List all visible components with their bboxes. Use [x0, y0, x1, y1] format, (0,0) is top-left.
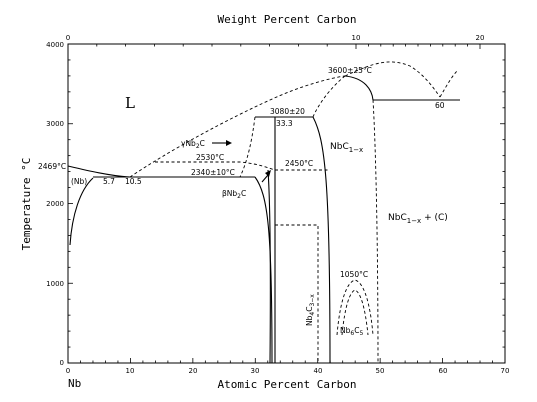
phase-label-nbc: NbC1−x — [330, 142, 363, 154]
phase-label-liquid: L — [125, 94, 135, 112]
nb2c-gamma-region — [155, 161, 330, 171]
liquidus-upper — [129, 75, 346, 178]
liquidus-right — [344, 61, 441, 98]
phase-label-nb: (Nb) — [71, 177, 87, 186]
graphite-liquidus — [439, 69, 459, 98]
nb2c-left-boundary — [267, 169, 271, 364]
nbc-lower-left — [312, 116, 331, 364]
annotation-10-5: 10.5 — [125, 177, 142, 186]
phase-label-beta-nb2c: βNb2C — [222, 189, 246, 200]
nb-solvus — [69, 177, 94, 246]
left-tick-label: 3000 — [46, 120, 64, 128]
gamma-main: γNb — [181, 139, 196, 148]
nb6c5-inner-dome — [341, 289, 369, 336]
nbc-upper-curve — [312, 75, 346, 118]
annotation-2450: 2450°C — [285, 159, 313, 168]
nb4c3-region — [275, 224, 319, 363]
top-axis-title: Weight Percent Carbon — [217, 13, 356, 26]
nbc-right-solvus — [344, 75, 374, 101]
bottom-tick-label: 0 — [66, 367, 70, 375]
annotation-2530: 2530°C — [196, 153, 224, 162]
nb4c3-sub: 3−x — [309, 294, 316, 307]
nb6c5-sub6: 6 — [350, 330, 354, 337]
phase-label-nbc-main: NbC — [330, 142, 349, 152]
arrows — [212, 140, 271, 183]
bottom-tick-label: 20 — [189, 367, 198, 375]
annotation-5-7: 5.7 — [103, 177, 115, 186]
annotation-2469: 2469°C — [38, 162, 66, 171]
left-axis-title: Temperature °C — [20, 158, 33, 251]
bottom-tick-label: 10 — [126, 367, 135, 375]
left-tick-label: 2000 — [46, 200, 64, 208]
gamma-sub: 2 — [196, 143, 200, 150]
annotation-1050: 1050°C — [340, 270, 368, 279]
beta-c: C — [241, 189, 246, 198]
left-tick-label: 4000 — [46, 41, 64, 49]
top-tick-label: 20 — [476, 34, 485, 42]
left-tick-labels: 0 1000 2000 3000 4000 — [46, 41, 64, 367]
top-tick-labels: 0 10 20 — [66, 34, 485, 42]
annotation-3080: 3080±20 — [270, 107, 305, 116]
annotation-3600: 3600±25°C — [328, 66, 372, 75]
nb2c-right-boundary — [254, 176, 273, 364]
beta-arrow — [261, 174, 269, 183]
phase-label-nb6c5: Nb6C5 — [340, 326, 363, 337]
phase-label-nb4c3: Nb4C3−x — [305, 294, 316, 326]
left-tick-label: 1000 — [46, 280, 64, 288]
bottom-tick-label: 50 — [376, 367, 385, 375]
nbc-right-dashed — [372, 99, 379, 364]
phase-label-gamma-nb2c: γNb2C — [181, 139, 205, 150]
top-tick-label: 10 — [352, 34, 361, 42]
annotation-33-3: 33.3 — [276, 119, 293, 128]
nbc-solidus-left — [239, 116, 256, 178]
liquidus-nb-side — [67, 165, 131, 178]
bottom-axis-title: Atomic Percent Carbon — [217, 378, 356, 391]
left-tick-label: 0 — [60, 359, 64, 367]
beta-sub: 2 — [237, 193, 241, 200]
bottom-tick-label: 30 — [251, 367, 260, 375]
bottom-tick-label: 60 — [439, 367, 448, 375]
dashed-boundaries — [129, 61, 459, 364]
phase-label-nbc-c: NbC1−x + (C) — [388, 213, 448, 225]
nb6c5-main: Nb — [340, 326, 351, 335]
phase-label-nbc-c-suffix: + (C) — [421, 213, 448, 223]
beta-main: βNb — [222, 189, 237, 198]
annotation-2340: 2340±10°C — [191, 168, 235, 177]
gamma-arrow-head — [226, 140, 232, 146]
phase-label-nbc-c-main: NbC — [388, 213, 407, 223]
nb4c3-main: Nb — [305, 315, 314, 326]
gamma-c: C — [200, 139, 205, 148]
nb6c5-c: C — [354, 326, 359, 335]
bottom-tick-labels: 0 10 20 30 40 50 60 70 — [66, 367, 510, 375]
plot-frame — [67, 43, 506, 364]
bottom-tick-label: 40 — [314, 367, 323, 375]
solid-boundaries — [67, 75, 460, 364]
axis-ticks — [67, 43, 506, 364]
nb6c5-sub5: 5 — [359, 330, 363, 337]
bottom-tick-label: 70 — [501, 367, 510, 375]
beta-arrow-head — [265, 170, 271, 177]
annotation-60: 60 — [435, 101, 445, 110]
nb4c3-sub4: 4 — [309, 312, 316, 316]
nb4c3-c: C — [305, 307, 314, 312]
phase-label-nbc-sub: 1−x — [349, 146, 363, 154]
left-element-label: Nb — [68, 377, 81, 390]
phase-label-nbc-c-sub: 1−x — [407, 217, 421, 225]
top-tick-label: 0 — [66, 34, 70, 42]
